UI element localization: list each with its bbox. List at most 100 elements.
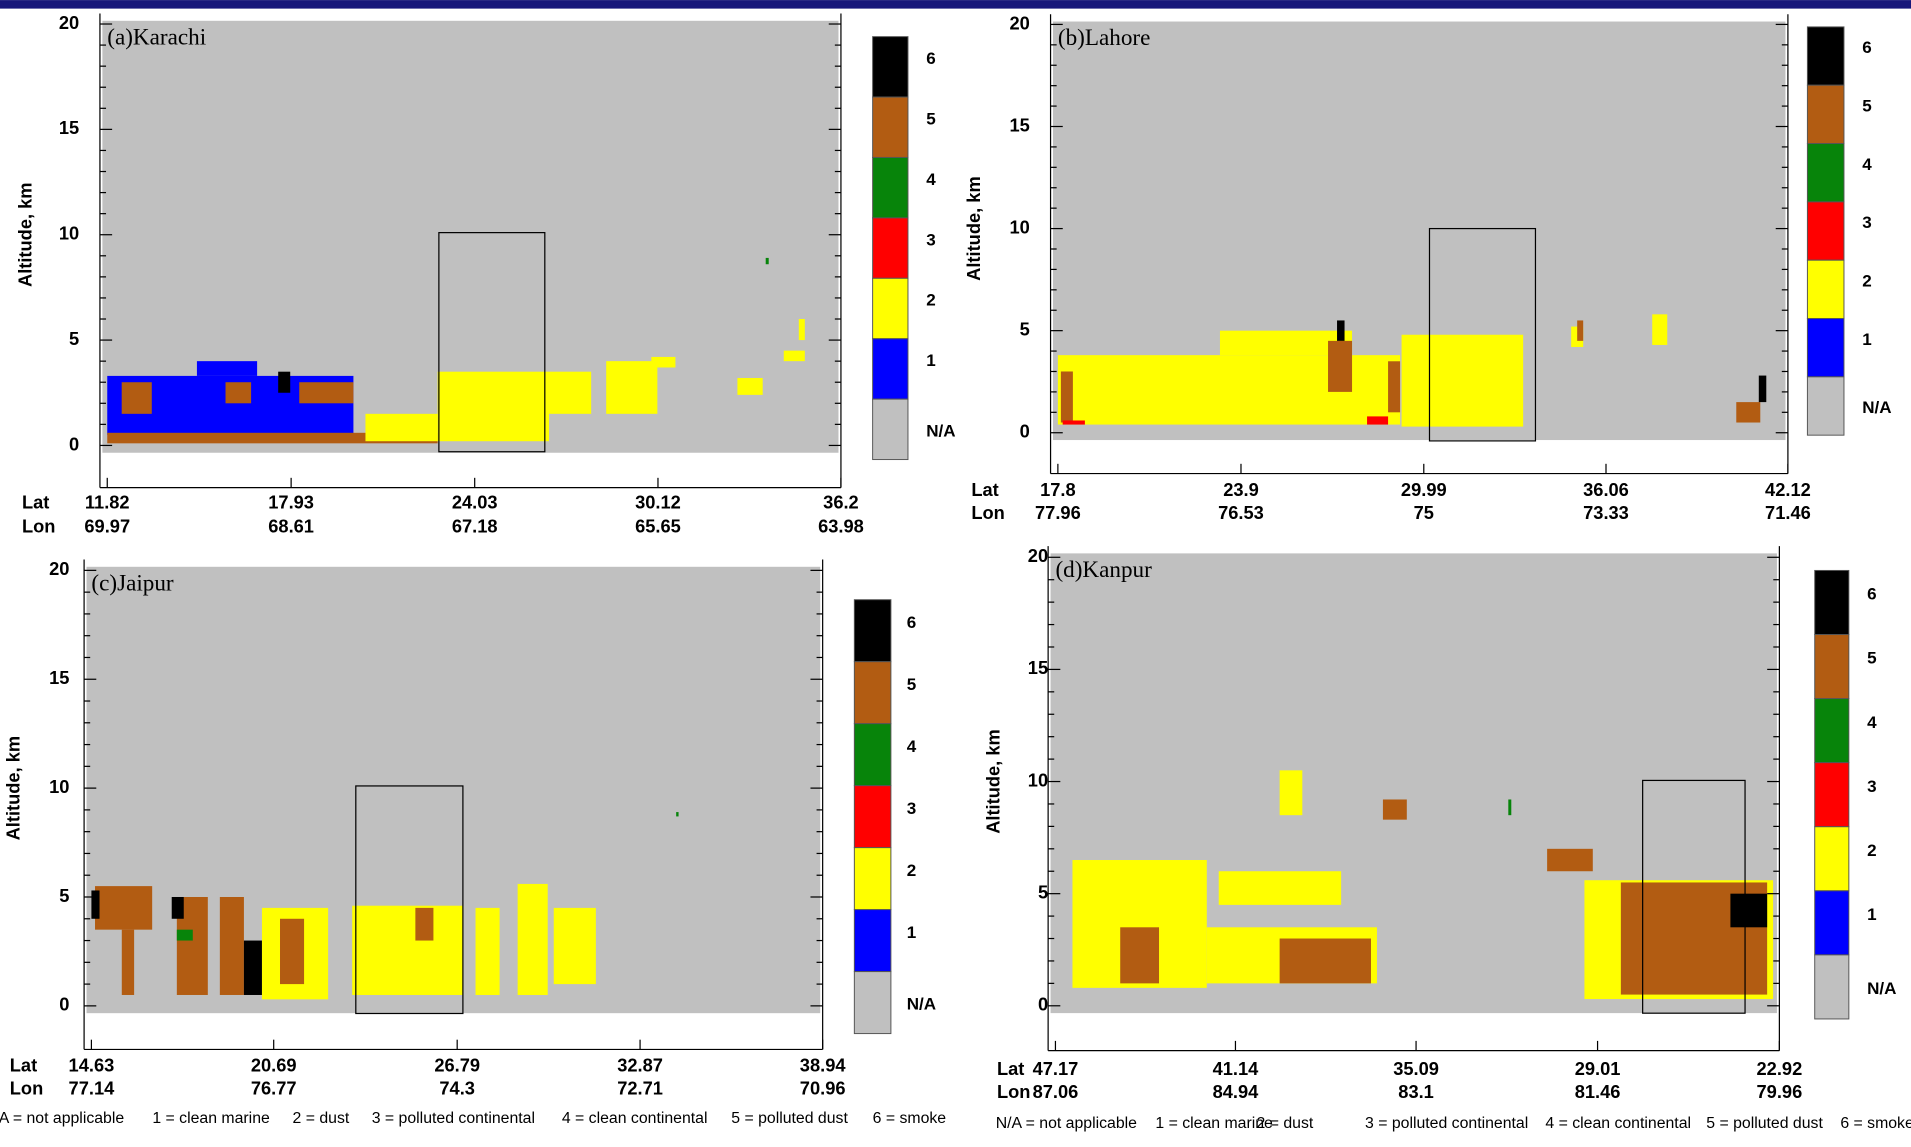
x-axis-label: Lat xyxy=(971,479,998,500)
colorbar-label: N/A xyxy=(926,421,955,440)
y-tick-label: 0 xyxy=(59,994,69,1015)
y-tick-label: 5 xyxy=(59,885,69,906)
colorbar-label: 1 xyxy=(1867,905,1876,924)
legend-text: 1 = clean marine xyxy=(1155,1115,1273,1132)
x2-tick-label: 67.18 xyxy=(452,516,498,537)
y-axis-label: Altitude, km xyxy=(982,729,1003,834)
y-tick-label: 10 xyxy=(1010,216,1030,237)
aerosol-patch xyxy=(606,361,658,414)
colorbar-cell xyxy=(872,217,909,279)
colorbar-cell xyxy=(1806,143,1845,203)
y-tick-label: 0 xyxy=(1020,421,1030,442)
aerosol-patch xyxy=(1120,927,1160,984)
x-tick-label: 17.8 xyxy=(1040,479,1076,500)
colorbar-label: 4 xyxy=(1862,155,1872,174)
legend-text: 6 = smoke xyxy=(873,1110,947,1127)
aerosol-patch xyxy=(121,929,135,995)
aerosol-patch xyxy=(1401,334,1524,427)
aerosol-patch xyxy=(91,890,100,919)
y-tick-label: 20 xyxy=(1010,12,1030,33)
legend-text: 2 = dust xyxy=(293,1110,350,1127)
legend-text: 1 = clean marine xyxy=(152,1110,270,1127)
x2-tick-label: 75 xyxy=(1414,502,1434,523)
panel-title: (d)Kanpur xyxy=(1055,557,1152,583)
region-box xyxy=(1428,227,1537,442)
x2-axis-label: Lon xyxy=(971,502,1004,523)
x2-tick-label: 76.77 xyxy=(251,1077,297,1098)
aerosol-patch xyxy=(352,905,464,995)
aerosol-patch xyxy=(1758,375,1767,403)
panel-title: (b)Lahore xyxy=(1058,25,1151,51)
aerosol-patch xyxy=(278,371,291,393)
x2-tick-label: 79.96 xyxy=(1757,1081,1803,1102)
aerosol-patch xyxy=(280,918,305,985)
colorbar-label: N/A xyxy=(1867,979,1896,998)
colorbar-label: 2 xyxy=(926,291,935,310)
colorbar-cell xyxy=(853,971,892,1035)
aerosol-patch xyxy=(1388,361,1401,413)
x2-tick-label: 81.46 xyxy=(1575,1081,1621,1102)
x-tick-label: 26.79 xyxy=(434,1054,480,1075)
colorbar-cell xyxy=(1814,890,1850,956)
aerosol-patch xyxy=(1547,848,1593,872)
aerosol-patch xyxy=(1279,938,1371,984)
x-axis-label: Lat xyxy=(10,1054,37,1075)
aerosol-patch xyxy=(1328,340,1353,392)
panel-title: (c)Jaipur xyxy=(91,570,174,596)
x2-tick-label: 68.61 xyxy=(268,516,314,537)
colorbar-cell xyxy=(1806,318,1845,378)
aerosol-patch xyxy=(798,319,805,341)
y-tick-label: 10 xyxy=(59,223,79,244)
x-tick-label: 29.01 xyxy=(1575,1058,1621,1079)
aerosol-patch xyxy=(676,812,679,817)
x2-tick-label: 65.65 xyxy=(635,516,681,537)
aerosol-patch xyxy=(176,929,193,941)
aerosol-patch xyxy=(765,257,769,265)
aerosol-patch xyxy=(1337,320,1345,341)
colorbar-label: 6 xyxy=(1862,38,1871,57)
x-tick-label: 20.69 xyxy=(251,1054,297,1075)
aerosol-patch xyxy=(1508,799,1512,816)
colorbar-cell xyxy=(1814,698,1850,764)
y-tick-label: 10 xyxy=(1028,769,1048,790)
x-tick-label: 47.17 xyxy=(1033,1058,1079,1079)
colorbar-label: 6 xyxy=(907,613,916,632)
x-tick-label: 30.12 xyxy=(635,491,681,512)
y-tick-label: 20 xyxy=(59,12,79,33)
x-tick-label: 23.9 xyxy=(1223,479,1259,500)
legend-text: 4 = clean continental xyxy=(1545,1115,1691,1132)
colorbar-label: N/A xyxy=(1862,398,1891,417)
colorbar-label: 1 xyxy=(926,351,935,370)
colorbar-cell xyxy=(1806,376,1845,436)
aerosol-patch xyxy=(553,907,596,985)
region-box xyxy=(355,785,464,1015)
y-tick-label: 15 xyxy=(1028,657,1048,678)
x2-tick-label: 71.46 xyxy=(1765,502,1811,523)
y-tick-label: 0 xyxy=(1038,994,1048,1015)
colorbar-label: 2 xyxy=(1867,841,1876,860)
y-tick-label: 15 xyxy=(1010,114,1030,135)
y-axis-label: Altitude, km xyxy=(963,176,984,281)
x2-tick-label: 77.14 xyxy=(69,1077,116,1098)
aerosol-patch xyxy=(737,378,763,395)
x-tick-label: 32.87 xyxy=(617,1054,663,1075)
colorbar-cell xyxy=(853,599,892,663)
colorbar-cell xyxy=(1806,259,1845,320)
legend-text: 6 = smoke xyxy=(1840,1115,1911,1132)
colorbar-label: 3 xyxy=(1867,777,1876,796)
legend-text: 2 = dust xyxy=(1257,1115,1314,1132)
colorbar-cell xyxy=(853,785,892,849)
aerosol-patch xyxy=(225,382,252,404)
aerosol-patch xyxy=(1730,893,1768,928)
colorbar-cell xyxy=(1806,26,1845,86)
y-tick-label: 20 xyxy=(1028,545,1048,566)
colorbar-cell xyxy=(853,661,892,725)
region-box xyxy=(1642,779,1746,1014)
x2-tick-label: 63.98 xyxy=(818,516,864,537)
aerosol-patch xyxy=(1736,402,1761,423)
colorbar-cell xyxy=(872,96,909,158)
colorbar-label: 5 xyxy=(907,675,916,694)
